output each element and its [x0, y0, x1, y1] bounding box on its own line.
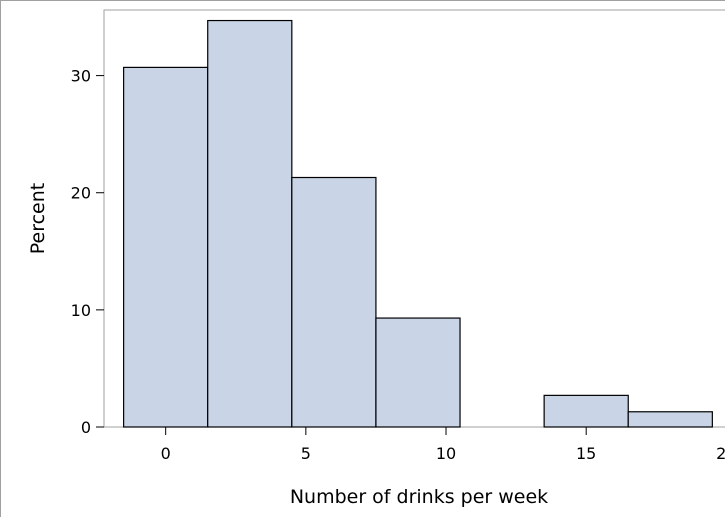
x-tick-label-20: 20	[716, 444, 725, 463]
bars-group	[123, 19, 713, 428]
y-tick-label-20: 20	[71, 184, 91, 203]
x-tick-label-5: 5	[301, 444, 311, 463]
y-axis: 0 10 20 30	[71, 67, 104, 437]
histogram-bar-6	[627, 411, 713, 428]
y-tick-label-10: 10	[71, 301, 91, 320]
histogram-bar-1	[207, 19, 293, 428]
x-axis: 0 5 10 15 20	[161, 427, 725, 463]
histogram-bar-5	[543, 394, 629, 428]
histogram-bar-2	[291, 176, 377, 428]
y-tick-label-30: 30	[71, 67, 91, 86]
x-tick-label-10: 10	[436, 444, 456, 463]
x-axis-label: Number of drinks per week	[290, 486, 548, 508]
y-tick-label-0: 0	[81, 418, 91, 437]
histogram-bar-0	[123, 66, 209, 428]
histogram-bar-3	[375, 317, 461, 428]
x-tick-label-0: 0	[161, 444, 171, 463]
x-tick-label-15: 15	[576, 444, 596, 463]
y-axis-label: Percent	[27, 183, 49, 255]
